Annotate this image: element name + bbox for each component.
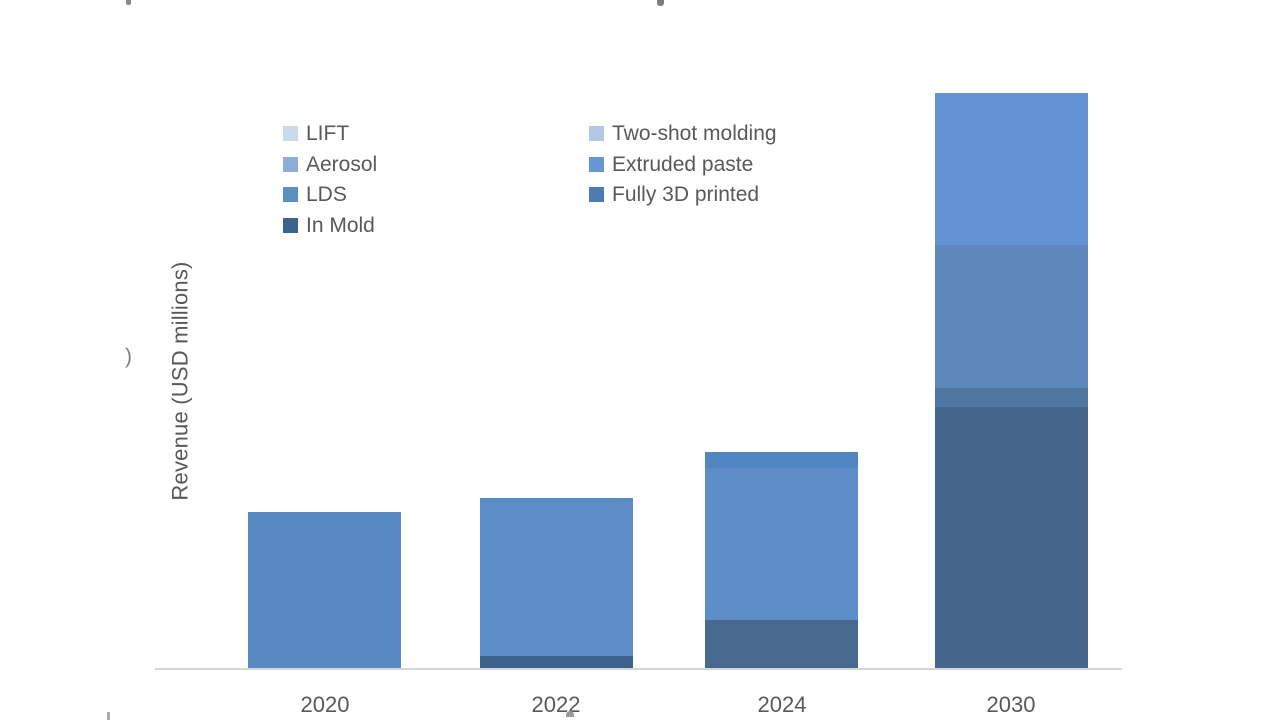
legend-label: LDS <box>306 183 347 206</box>
cropped-text-fragment: ) <box>125 345 132 368</box>
bar-segment-extruded-paste <box>248 512 401 668</box>
stacked-bar-2020 <box>248 512 401 668</box>
legend-swatch-icon <box>283 187 298 202</box>
stacked-bar-2022 <box>480 498 633 668</box>
legend-label: Fully 3D printed <box>612 183 760 206</box>
legend-item: LDS <box>283 184 347 205</box>
stacked-bar-2030 <box>935 93 1088 668</box>
legend-label: Two-shot molding <box>612 122 777 145</box>
x-axis-tick-label: 2022 <box>531 692 581 717</box>
legend-swatch-icon <box>589 126 604 141</box>
legend-item: LIFT <box>283 123 349 144</box>
legend-label: Aerosol <box>306 152 378 176</box>
y-axis-title: Revenue (USD millions) <box>167 261 193 501</box>
legend-swatch-icon <box>589 187 604 202</box>
stacked-bar-2024 <box>705 452 858 668</box>
x-axis-tick-label: 2020 <box>300 692 350 717</box>
cropped-text-fragment <box>107 712 110 720</box>
bar-segment-lds <box>935 245 1088 388</box>
bar-segment-extruded-paste <box>480 498 633 656</box>
cropped-text-fragment <box>566 711 574 717</box>
bar-segment-fully-3d-printed <box>935 388 1088 407</box>
legend-swatch-icon <box>283 126 298 141</box>
legend-item: Fully 3D printed <box>589 184 759 205</box>
legend-swatch-icon <box>283 217 298 233</box>
legend-swatch-icon <box>283 156 298 172</box>
x-axis-tick-label: 2030 <box>986 692 1036 717</box>
legend-label: In Mold <box>306 213 375 237</box>
legend-item: Aerosol <box>283 154 377 175</box>
legend-item: In Mold <box>283 215 375 236</box>
legend-label: Extruded paste <box>612 152 754 176</box>
bar-segment-extruded-paste <box>935 93 1088 245</box>
cropped-text-fragment <box>657 0 664 6</box>
bar-segment-lds <box>705 452 858 468</box>
bar-segment-extruded-paste <box>705 468 858 620</box>
legend-label: LIFT <box>306 122 350 145</box>
legend-swatch-icon <box>589 156 604 172</box>
x-axis-tick-label: 2024 <box>757 692 807 717</box>
x-axis-line <box>155 668 1122 670</box>
bar-segment-in-mold <box>935 407 1088 668</box>
legend-item: Extruded paste <box>589 154 753 175</box>
legend-item: Two-shot molding <box>589 123 777 144</box>
bar-segment-in-mold <box>705 620 858 668</box>
cropped-text-fragment <box>126 0 131 5</box>
y-axis-title-wrap: Revenue (USD millions) <box>60 261 300 500</box>
bar-segment-in-mold <box>480 656 633 668</box>
